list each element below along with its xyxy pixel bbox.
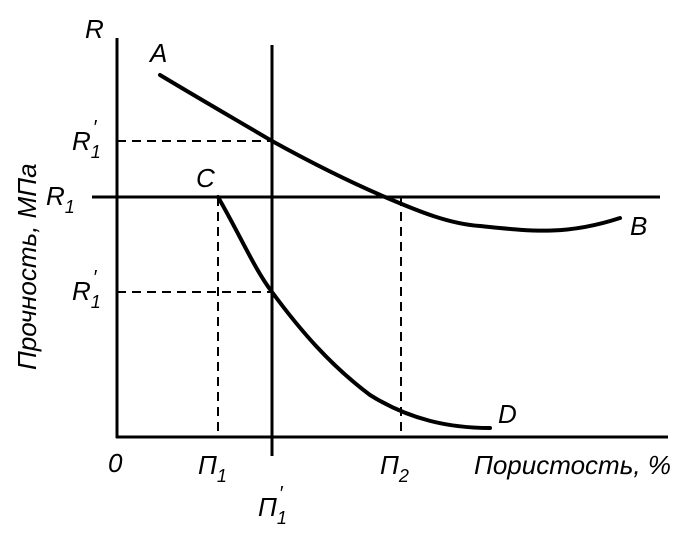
curve-label: C [196, 163, 215, 193]
label-part: 1 [91, 142, 101, 162]
origin: 0 [108, 448, 123, 478]
label-part: 1 [91, 292, 101, 312]
label-part: 1 [217, 466, 227, 486]
y-label: Прочность, МПа [12, 163, 42, 370]
label-part: П [258, 492, 277, 522]
label-part: 2 [398, 466, 409, 486]
x-label: Пористость, % [474, 450, 671, 480]
curve-label: B [630, 211, 647, 241]
y-level: R1 [46, 181, 75, 217]
label-part: 1 [277, 508, 287, 528]
y-level: R1 ′ [72, 267, 101, 312]
curve-label: D [498, 399, 517, 429]
curve-ab [158, 73, 622, 233]
label-part: ′ [93, 117, 98, 139]
label-part: 1 [65, 197, 75, 217]
x-level: П1 ′ [258, 483, 287, 528]
x-level: П1 [198, 450, 227, 486]
label-part: П [380, 450, 399, 480]
label-part: ′ [279, 483, 284, 505]
label-part: R [72, 126, 91, 156]
x-level: П2 [380, 450, 409, 486]
y-symbol: R [85, 14, 104, 44]
label-part: П [198, 450, 217, 480]
label-part: R [72, 276, 91, 306]
label-part: R [46, 181, 65, 211]
label-part: ′ [93, 267, 98, 289]
y-level: R1 ′ [72, 117, 101, 162]
curve-cd [216, 195, 492, 430]
curve-label: A [148, 38, 167, 68]
